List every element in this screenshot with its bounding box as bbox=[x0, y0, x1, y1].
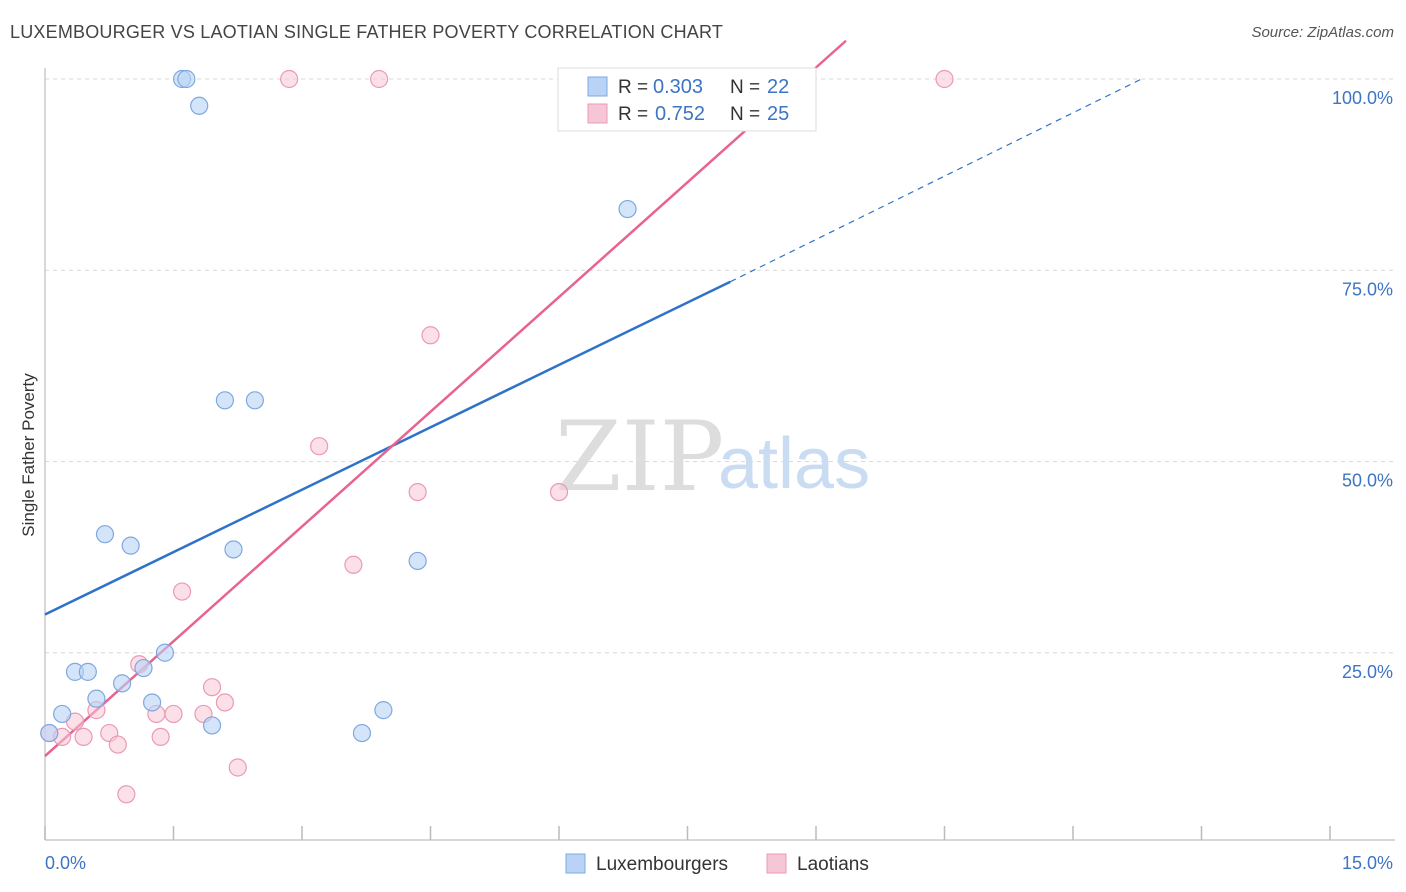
point-laotians bbox=[117, 785, 136, 804]
point-luxembourgers bbox=[177, 69, 196, 89]
bottom-legend-swatch-luxembourgers bbox=[565, 853, 586, 874]
y-tick-label: 50.0% bbox=[1342, 471, 1393, 491]
trend-line-luxembourgers bbox=[44, 280, 731, 616]
legend-r-label-2: R = bbox=[618, 104, 648, 125]
point-laotians bbox=[280, 69, 299, 89]
legend-n-value-1: 22 bbox=[767, 76, 789, 98]
legend-r-value-1: 0.303 bbox=[653, 76, 703, 98]
watermark-atlas: atlas bbox=[718, 424, 870, 504]
trend-line-laotians bbox=[44, 39, 847, 757]
point-luxembourgers bbox=[224, 540, 243, 559]
point-luxembourgers bbox=[245, 391, 264, 410]
legend-r-value-2: 0.752 bbox=[655, 103, 705, 125]
watermark: ZIP atlas bbox=[555, 401, 870, 513]
data-points bbox=[40, 69, 954, 804]
point-laotians bbox=[408, 483, 427, 502]
axes bbox=[44, 68, 1395, 841]
point-laotians bbox=[151, 727, 170, 747]
legend-n-value-2: 25 bbox=[767, 103, 789, 125]
point-luxembourgers bbox=[190, 96, 209, 115]
x-tick-label-min: 0.0% bbox=[45, 853, 86, 873]
point-laotians bbox=[164, 704, 183, 724]
point-laotians bbox=[108, 735, 127, 754]
point-laotians bbox=[344, 555, 363, 574]
legend-swatch-luxembourgers bbox=[587, 76, 608, 97]
legend-swatch-laotians bbox=[587, 103, 608, 124]
y-tick-label: 100.0% bbox=[1332, 88, 1393, 108]
point-laotians bbox=[421, 326, 440, 345]
point-laotians bbox=[215, 693, 234, 712]
point-laotians bbox=[228, 758, 247, 777]
point-laotians bbox=[310, 437, 329, 456]
legend-n-label-1: N = bbox=[730, 77, 760, 98]
point-luxembourgers bbox=[95, 525, 115, 544]
point-luxembourgers bbox=[112, 674, 132, 693]
y-axis-label: Single Father Poverty bbox=[19, 373, 38, 537]
point-luxembourgers bbox=[134, 658, 153, 678]
bottom-legend-laotians: Laotians bbox=[797, 854, 869, 875]
legend-r-label-1: R = bbox=[618, 77, 648, 98]
source-label: Source: ZipAtlas.com bbox=[1251, 24, 1394, 41]
x-tick-label-max: 15.0% bbox=[1342, 853, 1393, 873]
chart-title: LUXEMBOURGER VS LAOTIAN SINGLE FATHER PO… bbox=[10, 22, 724, 42]
y-tick-labels: 25.0% 50.0% 75.0% 100.0% bbox=[1332, 88, 1393, 682]
legend-n-label-2: N = bbox=[730, 104, 760, 125]
point-laotians bbox=[370, 69, 389, 89]
x-tick-labels: 0.0% 15.0% bbox=[45, 853, 1393, 873]
watermark-zip: ZIP bbox=[555, 401, 724, 513]
legend: R = 0.303 N = 22 R = 0.752 N = 25 bbox=[557, 67, 817, 132]
gridlines bbox=[45, 78, 1395, 654]
point-luxembourgers bbox=[408, 551, 427, 571]
point-luxembourgers bbox=[121, 536, 140, 555]
point-luxembourgers bbox=[352, 723, 372, 743]
point-laotians bbox=[202, 678, 222, 697]
bottom-legend-swatch-laotians bbox=[766, 853, 787, 874]
point-luxembourgers bbox=[618, 199, 637, 219]
point-laotians bbox=[549, 483, 569, 502]
point-luxembourgers bbox=[53, 704, 72, 724]
point-laotians bbox=[172, 582, 192, 601]
point-luxembourgers bbox=[40, 723, 59, 743]
point-luxembourgers bbox=[142, 693, 162, 712]
bottom-legend: Luxembourgers Laotians bbox=[565, 853, 869, 875]
point-luxembourgers bbox=[155, 643, 175, 662]
point-luxembourgers bbox=[78, 662, 97, 681]
point-luxembourgers bbox=[374, 701, 393, 720]
point-luxembourgers bbox=[215, 391, 234, 410]
point-luxembourgers bbox=[202, 716, 222, 735]
bottom-legend-luxembourgers: Luxembourgers bbox=[596, 854, 728, 875]
point-laotians bbox=[935, 69, 954, 89]
trend-lines bbox=[44, 39, 1142, 757]
point-luxembourgers bbox=[87, 689, 106, 708]
point-laotians bbox=[74, 727, 93, 747]
y-tick-label: 25.0% bbox=[1342, 662, 1393, 682]
y-tick-label: 75.0% bbox=[1342, 279, 1393, 299]
